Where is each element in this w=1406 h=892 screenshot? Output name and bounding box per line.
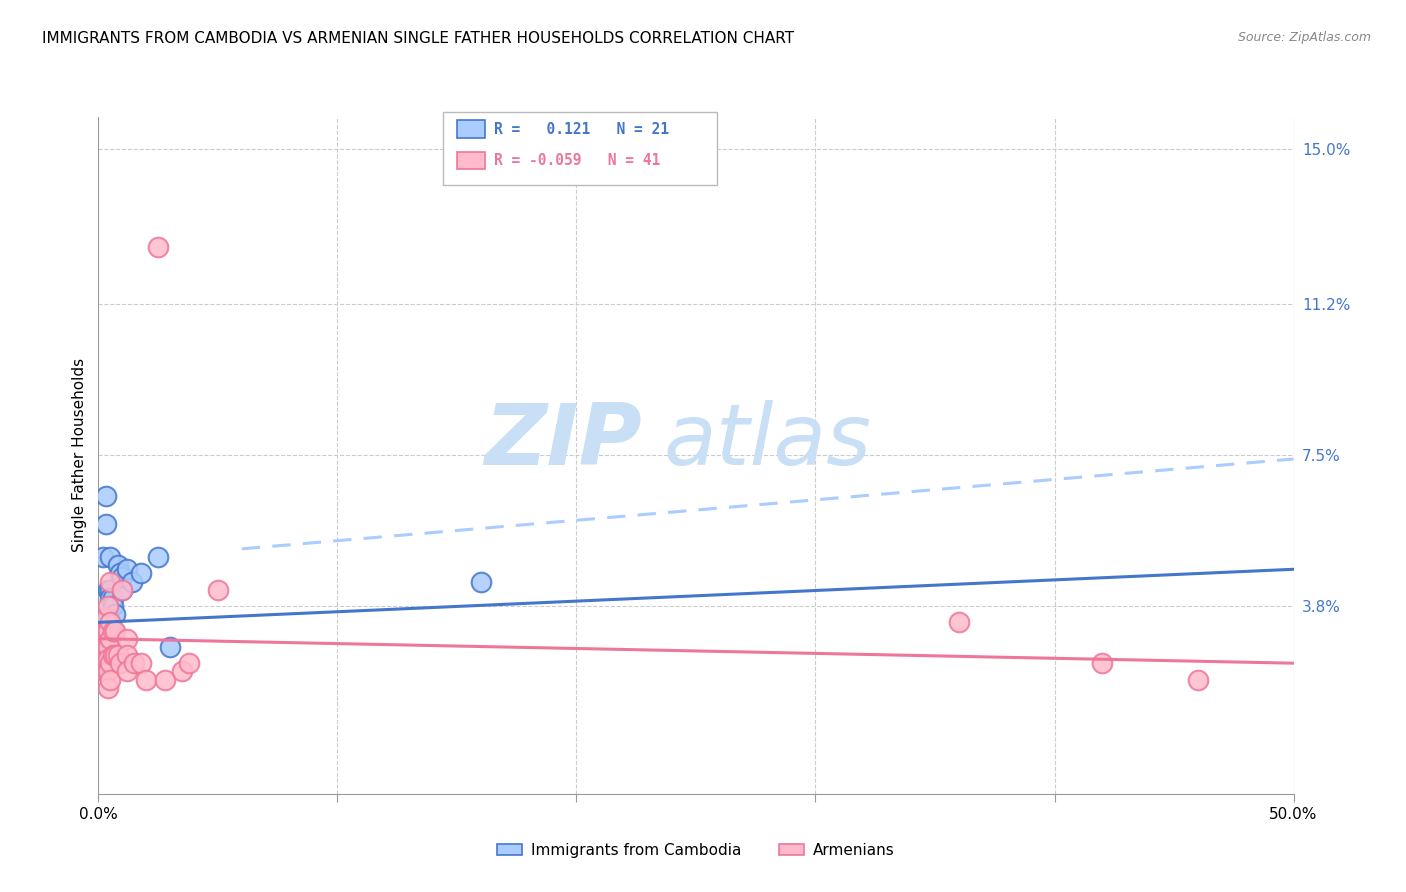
Point bbox=[91, 665, 114, 679]
Point bbox=[107, 648, 129, 662]
Point bbox=[98, 582, 122, 597]
Text: Source: ZipAtlas.com: Source: ZipAtlas.com bbox=[1237, 31, 1371, 45]
Point bbox=[97, 582, 120, 597]
Text: R = -0.059   N = 41: R = -0.059 N = 41 bbox=[494, 153, 659, 168]
Point bbox=[94, 611, 117, 625]
Point bbox=[948, 615, 970, 630]
Point bbox=[104, 624, 127, 638]
Point bbox=[159, 640, 181, 654]
Text: atlas: atlas bbox=[664, 400, 872, 483]
Text: ZIP: ZIP bbox=[485, 400, 643, 483]
Point bbox=[115, 665, 138, 679]
Point bbox=[207, 582, 229, 597]
Point bbox=[131, 656, 153, 670]
Point bbox=[104, 648, 127, 662]
Point bbox=[155, 673, 177, 687]
Text: R =   0.121   N = 21: R = 0.121 N = 21 bbox=[494, 122, 668, 136]
Point bbox=[94, 665, 117, 679]
Point bbox=[94, 624, 117, 638]
Point bbox=[101, 599, 124, 613]
Point bbox=[90, 640, 112, 654]
Point bbox=[115, 632, 138, 646]
Point bbox=[111, 570, 134, 584]
Point bbox=[98, 574, 122, 589]
Point bbox=[97, 624, 120, 638]
Text: IMMIGRANTS FROM CAMBODIA VS ARMENIAN SINGLE FATHER HOUSEHOLDS CORRELATION CHART: IMMIGRANTS FROM CAMBODIA VS ARMENIAN SIN… bbox=[42, 31, 794, 46]
Point bbox=[97, 640, 120, 654]
Point bbox=[135, 673, 157, 687]
Point bbox=[98, 549, 122, 564]
Point bbox=[101, 591, 124, 605]
Point bbox=[101, 624, 124, 638]
Point bbox=[121, 574, 143, 589]
Point bbox=[1187, 673, 1209, 687]
Point bbox=[115, 562, 138, 576]
Point bbox=[179, 656, 201, 670]
Point bbox=[101, 648, 124, 662]
Point bbox=[97, 599, 120, 613]
Legend: Immigrants from Cambodia, Armenians: Immigrants from Cambodia, Armenians bbox=[491, 837, 901, 864]
Point bbox=[107, 558, 129, 573]
Point bbox=[148, 549, 170, 564]
Point bbox=[111, 582, 134, 597]
Point bbox=[94, 489, 117, 503]
Point bbox=[94, 640, 117, 654]
Point bbox=[98, 591, 122, 605]
Point bbox=[94, 517, 117, 532]
Point bbox=[91, 656, 114, 670]
Point bbox=[97, 665, 120, 679]
Point bbox=[97, 652, 120, 666]
Point bbox=[470, 574, 492, 589]
Point bbox=[115, 648, 138, 662]
Point bbox=[148, 240, 170, 254]
Point bbox=[131, 566, 153, 581]
Point bbox=[97, 611, 120, 625]
Point bbox=[98, 615, 122, 630]
Point bbox=[108, 656, 131, 670]
Point bbox=[98, 673, 122, 687]
Point bbox=[108, 566, 131, 581]
Point bbox=[111, 582, 134, 597]
Point bbox=[91, 549, 114, 564]
Point bbox=[98, 632, 122, 646]
Point bbox=[94, 652, 117, 666]
Point bbox=[124, 656, 146, 670]
Y-axis label: Single Father Households: Single Father Households bbox=[72, 358, 87, 552]
Point bbox=[91, 648, 114, 662]
Point bbox=[172, 665, 194, 679]
Point bbox=[98, 656, 122, 670]
Point bbox=[104, 607, 127, 622]
Point bbox=[1091, 656, 1114, 670]
Point bbox=[97, 681, 120, 695]
